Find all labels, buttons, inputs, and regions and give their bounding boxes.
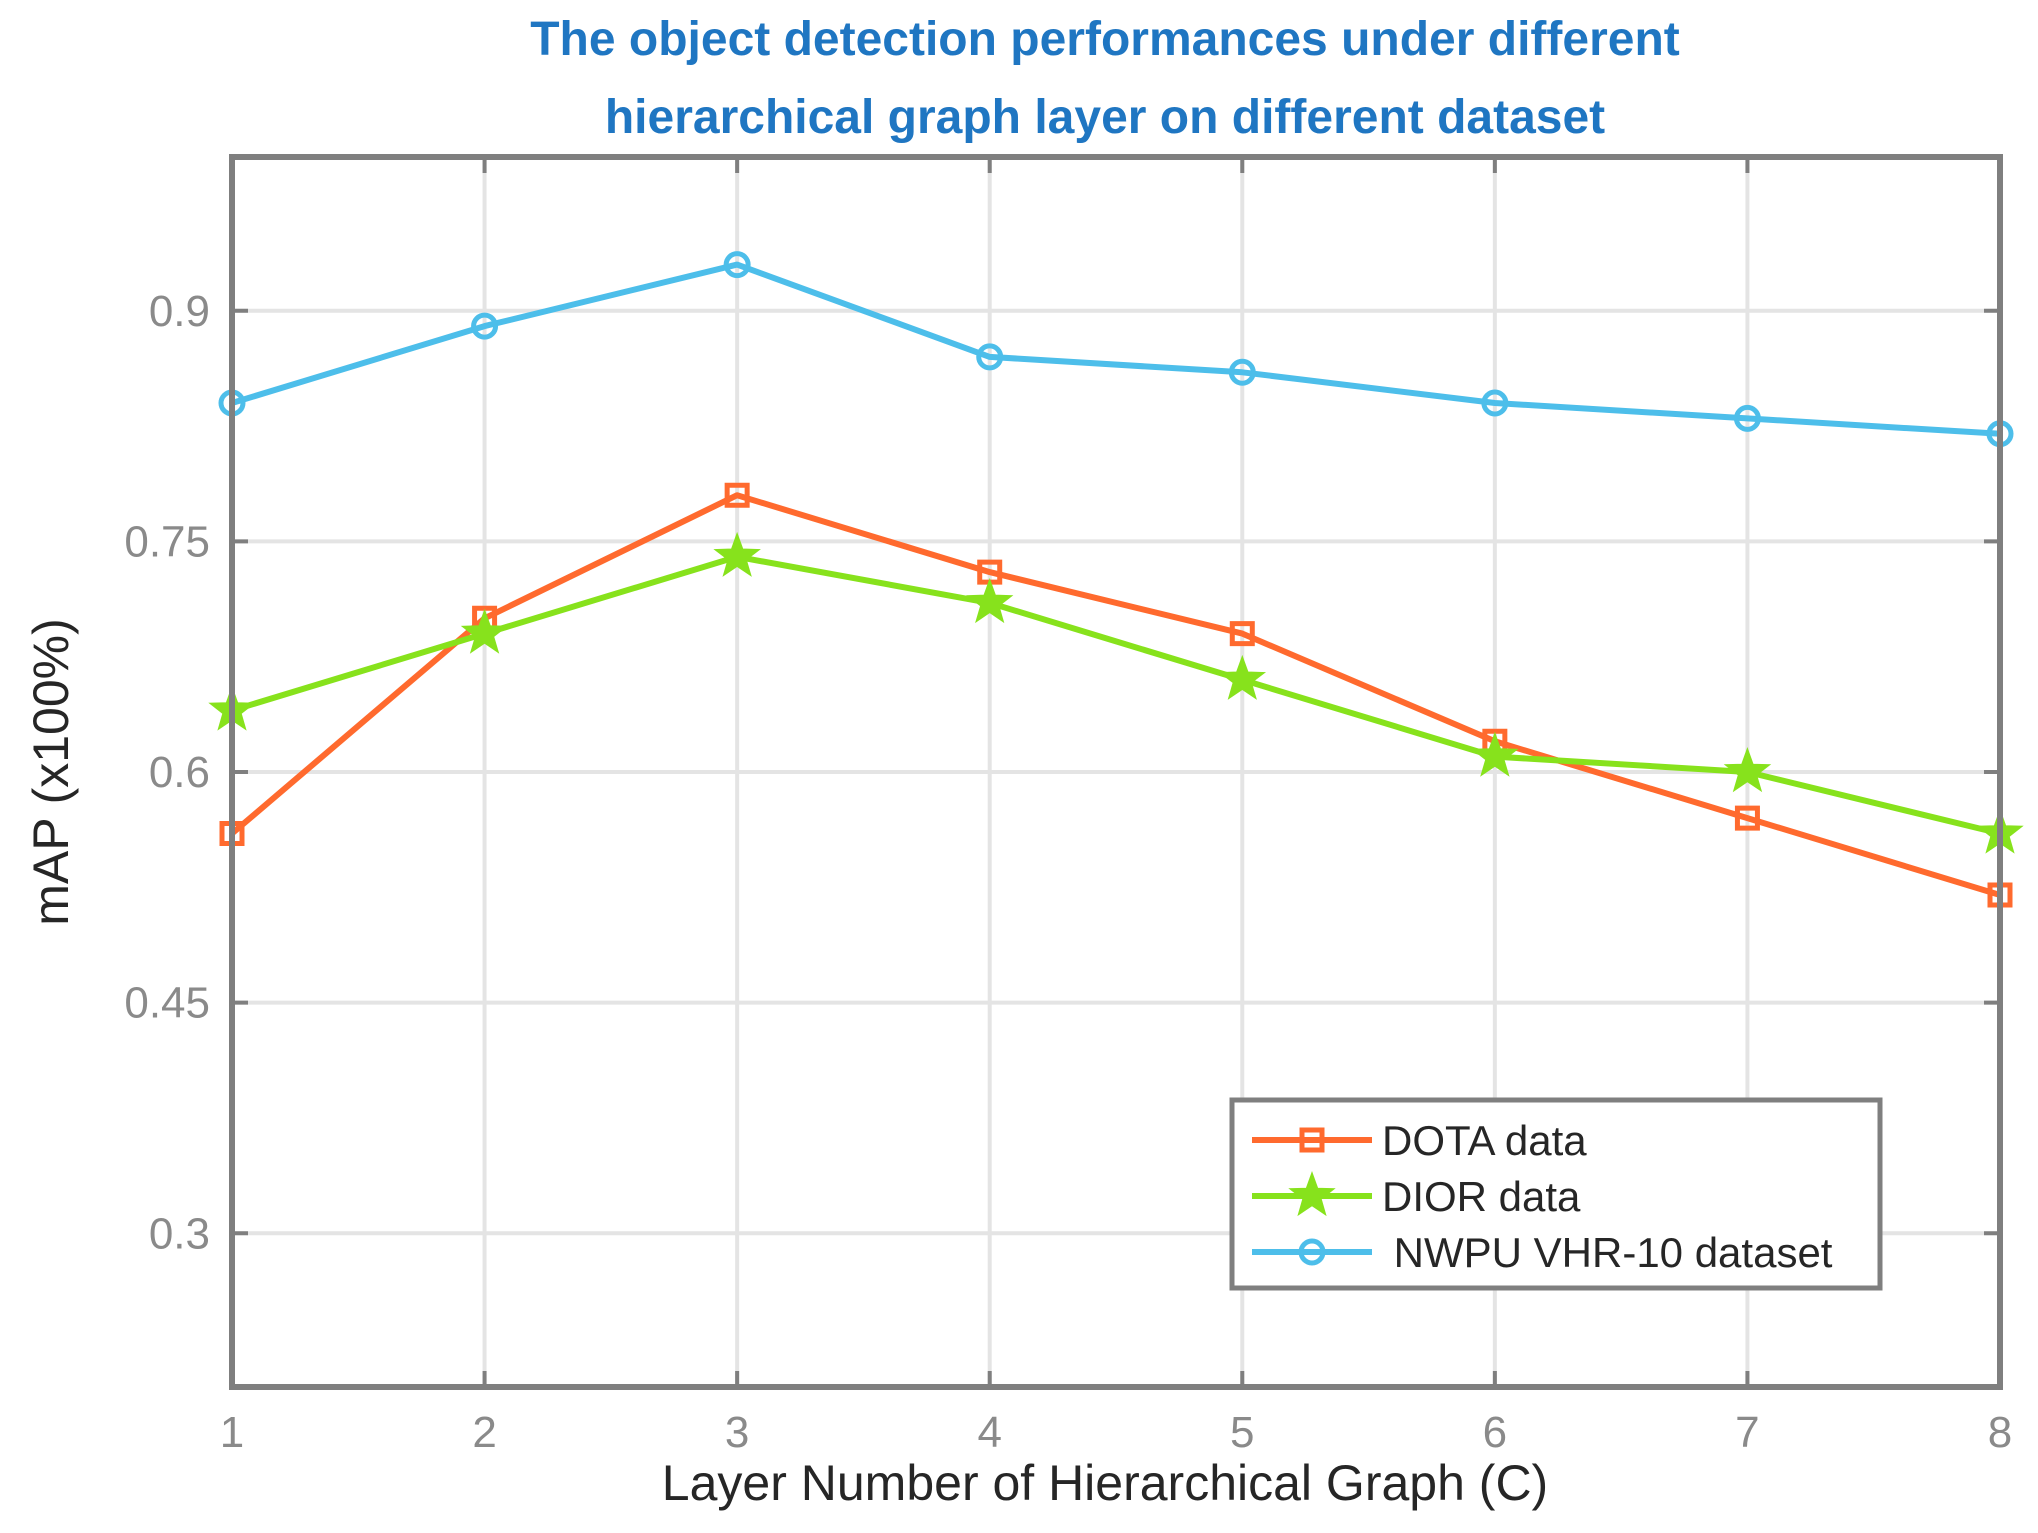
data-point-dior: [713, 531, 761, 577]
data-point-dior: [1471, 731, 1519, 777]
data-point-nwpu: [1481, 389, 1509, 417]
series-dota: [219, 482, 2013, 908]
legend-marker-dior: [1288, 1171, 1336, 1217]
x-tick-label: 5: [1230, 1408, 1254, 1457]
chart-title-line-1: The object detection performances under …: [530, 13, 1680, 66]
data-point-dior: [965, 577, 1014, 624]
legend-label-dior: DIOR data: [1382, 1173, 1581, 1220]
chart-title-line-2: hierarchical graph layer on different da…: [605, 91, 1605, 144]
legend-label-dota: DOTA data: [1382, 1117, 1587, 1164]
series-line-nwpu: [231, 261, 2001, 437]
x-tick-label: 8: [1988, 1408, 2012, 1457]
x-tick-label: 4: [977, 1408, 1001, 1457]
data-point-dota: [1734, 805, 1760, 831]
data-point-dior: [460, 608, 509, 654]
legend: DOTA data DIOR data NWPU VHR-10 dataset: [1229, 1097, 1883, 1291]
series-nwpu: [218, 251, 2014, 448]
y-tick-label: 0.75: [124, 517, 210, 566]
x-tick-label: 2: [472, 1408, 496, 1457]
x-tick-label: 3: [725, 1408, 749, 1457]
plot-area-frame: [229, 154, 2003, 1390]
x-axis-label: Layer Number of Hierarchical Graph (C): [662, 1455, 1548, 1511]
x-tick-label: 6: [1483, 1408, 1507, 1457]
data-point-dior: [1218, 654, 1267, 700]
y-tick-label: 0.6: [149, 748, 210, 797]
data-point-nwpu: [976, 343, 1004, 371]
legend-label-nwpu: NWPU VHR-10 dataset: [1382, 1229, 1833, 1276]
data-point-dior: [1723, 747, 1772, 793]
data-point-nwpu: [1228, 358, 1256, 386]
series-line-dior: [231, 553, 2001, 837]
data-point-nwpu: [471, 312, 499, 340]
data-point-dota: [1229, 621, 1255, 647]
data-point-nwpu: [1733, 404, 1761, 432]
data-point-dota: [724, 482, 750, 508]
legend-marker-dota: [1299, 1127, 1325, 1153]
chart-title: The object detection performances under …: [530, 13, 1680, 144]
x-tick-label: 1: [220, 1408, 244, 1457]
legend-marker-nwpu: [1298, 1238, 1326, 1266]
x-tick-label: 7: [1735, 1408, 1759, 1457]
series-line-dota: [230, 492, 2001, 898]
y-tick-label: 0.45: [124, 979, 210, 1028]
series-lines: [208, 251, 2024, 908]
y-axis-label: mAP (x100%): [23, 618, 79, 926]
y-tick-label: 0.9: [149, 287, 210, 336]
y-tick-label: 0.3: [149, 1209, 210, 1258]
series-dior: [208, 531, 2024, 854]
data-point-nwpu: [723, 251, 751, 279]
